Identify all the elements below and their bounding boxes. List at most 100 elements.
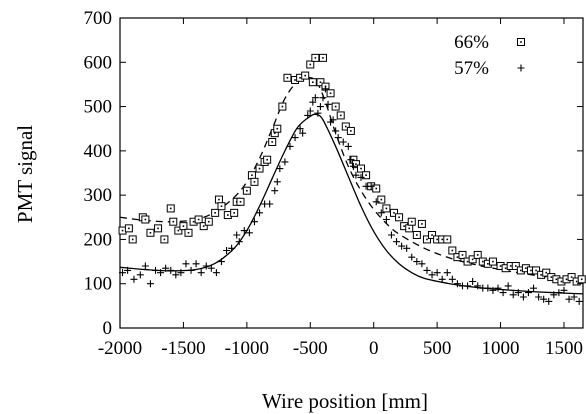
data-point-66	[346, 126, 355, 135]
data-point-66	[412, 231, 421, 239]
x-axis-label: Wire position [mm]	[262, 389, 428, 413]
data-point-57	[530, 284, 538, 292]
data-point-66	[443, 235, 452, 244]
data-point-57	[152, 266, 160, 274]
axis-ticks	[119, 17, 583, 329]
data-point-57	[136, 271, 144, 279]
x-tick-label: -1500	[161, 338, 205, 359]
data-point-57	[372, 198, 380, 206]
data-point-57	[177, 269, 185, 277]
data-point-57	[393, 238, 401, 246]
y-tick-label: 0	[103, 318, 113, 339]
data-point-57	[223, 247, 231, 254]
data-point-57	[352, 171, 360, 179]
x-tick-label: 500	[423, 338, 452, 359]
data-point-57	[433, 269, 441, 277]
legend-marker-66	[517, 38, 525, 46]
data-point-57	[329, 116, 337, 124]
data-point-57	[167, 266, 175, 274]
data-point-66	[308, 78, 317, 87]
data-point-57	[464, 282, 472, 290]
data-point-57	[565, 295, 573, 303]
data-point-66	[184, 228, 193, 237]
data-point-66	[247, 171, 256, 180]
data-point-57	[377, 209, 385, 217]
y-tick-label: 600	[84, 52, 113, 73]
data-point-57	[271, 187, 279, 195]
data-point-57	[514, 289, 522, 297]
x-tick-label: 0	[369, 338, 379, 359]
data-point-57	[484, 284, 492, 292]
data-point-57	[540, 295, 548, 303]
data-point-57	[217, 258, 225, 266]
data-point-66	[124, 224, 133, 233]
data-point-66	[169, 217, 178, 226]
data-point-57	[387, 231, 395, 239]
data-point-66	[128, 235, 137, 244]
data-point-57	[162, 264, 170, 272]
data-point-57	[299, 129, 307, 137]
data-point-66	[336, 111, 345, 120]
x-tick-label: -2000	[98, 338, 142, 359]
data-point-57	[499, 289, 507, 297]
data-point-57	[382, 216, 390, 223]
data-point-57	[276, 165, 284, 173]
legend-label-66: 66%	[454, 32, 489, 53]
data-point-66	[326, 89, 335, 98]
data-point-66	[154, 224, 163, 233]
fit-curves	[119, 76, 584, 295]
data-point-57	[228, 244, 236, 252]
data-point-57	[535, 293, 543, 301]
data-point-57	[245, 229, 253, 237]
data-point-66	[417, 219, 426, 228]
data-point-57	[469, 278, 477, 285]
data-point-57	[304, 111, 312, 119]
legend: 66% 57%	[454, 32, 525, 79]
data-point-66	[542, 268, 551, 277]
data-point-66	[357, 164, 366, 173]
data-point-57	[182, 260, 190, 268]
data-point-57	[398, 242, 406, 250]
data-point-57	[524, 289, 532, 297]
x-tick-label: -1000	[225, 338, 269, 359]
data-point-57	[202, 262, 210, 270]
data-point-57	[207, 264, 215, 272]
data-point-57	[357, 173, 365, 181]
data-point-57	[550, 291, 558, 299]
data-point-66	[448, 246, 457, 255]
data-point-57	[319, 94, 327, 102]
data-point-57	[339, 138, 347, 146]
data-point-66	[407, 217, 416, 226]
data-point-66	[141, 215, 150, 224]
data-point-57	[212, 269, 220, 277]
y-tick-label: 300	[84, 185, 113, 206]
data-point-57	[334, 134, 342, 142]
data-point-66	[230, 208, 239, 217]
data-point-66	[283, 73, 292, 82]
data-point-57	[296, 125, 304, 133]
data-point-57	[141, 262, 149, 270]
x-tick-label: 1500	[545, 338, 583, 359]
data-point-66	[341, 122, 350, 131]
data-point-66	[160, 235, 169, 244]
y-tick-label: 700	[84, 8, 113, 29]
data-point-57	[448, 275, 456, 283]
data-point-57	[474, 282, 482, 290]
data-point-57	[332, 127, 340, 135]
data-point-66	[204, 217, 213, 226]
data-point-66	[351, 160, 360, 169]
data-point-57	[311, 94, 319, 102]
data-point-66	[263, 155, 272, 164]
data-point-57	[555, 289, 563, 297]
tick-labels: -2000 -1500 -1000 -500 0 500 1000 1500 0 100 200 30…	[84, 8, 583, 359]
data-markers	[118, 53, 586, 305]
data-point-57	[367, 182, 375, 190]
data-point-66	[488, 257, 497, 266]
data-point-66	[372, 184, 381, 193]
data-point-66	[316, 78, 325, 87]
data-point-57	[273, 178, 281, 186]
data-point-66	[217, 202, 226, 211]
data-point-57	[291, 134, 299, 142]
data-point-66	[468, 255, 477, 264]
data-point-66	[236, 197, 245, 206]
